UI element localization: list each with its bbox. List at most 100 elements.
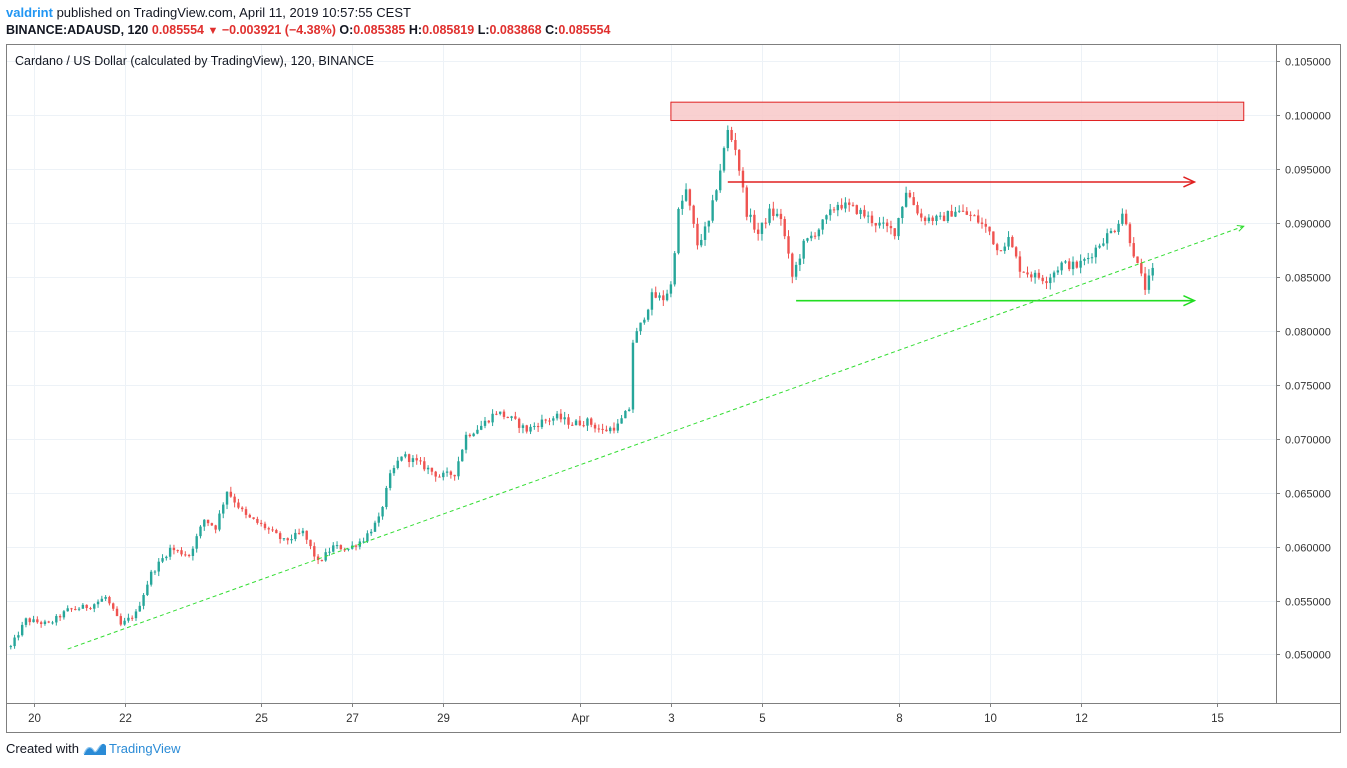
candle-body — [271, 529, 274, 531]
candle-body — [263, 523, 267, 529]
candle-body — [931, 217, 934, 222]
candle-body — [658, 295, 661, 298]
candle-body — [878, 222, 881, 226]
candle-body — [654, 292, 657, 298]
candle-body — [954, 211, 957, 217]
candle-body — [719, 170, 722, 191]
ohlc-line: BINANCE:ADAUSD, 120 0.085554 ▼ −0.003921… — [6, 21, 610, 40]
candle-body — [423, 461, 426, 470]
candle-body — [840, 204, 843, 209]
candle-body — [1011, 236, 1014, 248]
plot-frame — [6, 44, 1277, 704]
candle-body — [529, 426, 532, 432]
candle-body — [487, 420, 491, 423]
candle-body — [677, 208, 680, 254]
candle-body — [829, 209, 832, 216]
candle-body — [1083, 259, 1086, 261]
candle-body — [313, 546, 316, 557]
candle-body — [222, 504, 225, 514]
candle-body — [495, 413, 498, 415]
candle-body — [1124, 213, 1128, 225]
candle-body — [1056, 270, 1060, 273]
candle-body — [275, 530, 278, 534]
candle-body — [282, 538, 286, 540]
candle-body — [950, 210, 953, 217]
candle-body — [908, 192, 912, 198]
candle-body — [517, 418, 521, 428]
candle-body — [1121, 213, 1124, 224]
candle-body — [267, 528, 270, 530]
candle-body — [866, 215, 870, 217]
candle-body — [1060, 262, 1063, 271]
candle-body — [206, 519, 210, 524]
candle-body — [134, 611, 138, 619]
candle-body — [582, 425, 585, 427]
candle-body — [400, 456, 403, 461]
candle-body — [882, 222, 885, 224]
author-link[interactable]: valdrint — [6, 5, 53, 20]
high-value: 0.085819 — [422, 23, 475, 37]
candle-body — [855, 205, 858, 214]
candle-body — [461, 449, 464, 462]
candle-body — [995, 244, 999, 251]
candle-body — [810, 235, 813, 239]
tradingview-link[interactable]: TradingView — [108, 741, 181, 756]
candle-body — [453, 474, 456, 477]
candle-body — [745, 187, 748, 217]
symbol-label: BINANCE:ADAUSD, 120 — [6, 23, 149, 37]
candle-body — [1143, 273, 1147, 290]
candle-body — [597, 428, 601, 430]
candle-body — [984, 223, 987, 227]
candle-body — [256, 518, 259, 523]
candle-body — [335, 545, 339, 547]
candle-body — [180, 550, 183, 555]
candle-body — [1132, 243, 1135, 257]
candle-body — [1128, 224, 1132, 244]
candle-body — [161, 558, 164, 562]
price-tick-label: 0.100000 — [1285, 111, 1331, 123]
candle-body — [1136, 256, 1139, 264]
candle-body — [464, 434, 468, 450]
candle-body — [1079, 260, 1082, 268]
candle-body — [787, 236, 790, 254]
candle-body — [775, 213, 779, 216]
candle-body — [149, 571, 153, 585]
candle-body — [1109, 230, 1113, 234]
candle-body — [802, 240, 805, 259]
candle-body — [1026, 272, 1029, 275]
candle-body — [176, 550, 179, 552]
candle-body — [157, 561, 160, 572]
candle-body — [1064, 261, 1067, 263]
candle-body — [635, 331, 638, 343]
candle-body — [252, 517, 255, 519]
candle-body — [385, 487, 388, 507]
candle-body — [574, 420, 578, 426]
candle-body — [669, 284, 673, 294]
candle-body — [51, 622, 54, 624]
candle-body — [1071, 261, 1075, 270]
candle-body — [506, 416, 509, 418]
price-axis[interactable]: 0.105000 0.100000 0.095000 0.090000 0.085000… — [1276, 57, 1331, 662]
candle-body — [578, 420, 582, 426]
candle-body — [620, 418, 623, 424]
candle-body — [127, 617, 130, 621]
candle-body — [1105, 233, 1109, 244]
close-value: 0.085554 — [558, 23, 611, 37]
candle-body — [20, 624, 24, 636]
candle-body — [373, 522, 377, 532]
time-axis[interactable]: 20 22 25 27 29 Apr 3 5 8 10 12 15 — [28, 703, 1224, 725]
candle-body — [643, 319, 646, 323]
candle-body — [55, 616, 58, 623]
candle-body — [278, 533, 282, 539]
candle-body — [923, 217, 927, 222]
candles — [9, 125, 1154, 650]
candle-body — [43, 621, 47, 625]
candle-body — [305, 530, 308, 540]
price-tick-label: 0.090000 — [1285, 219, 1331, 231]
candle-body — [768, 208, 771, 223]
candle-body — [753, 214, 756, 230]
candle-body — [153, 571, 157, 573]
candle-body — [195, 536, 198, 549]
candle-body — [115, 608, 119, 617]
